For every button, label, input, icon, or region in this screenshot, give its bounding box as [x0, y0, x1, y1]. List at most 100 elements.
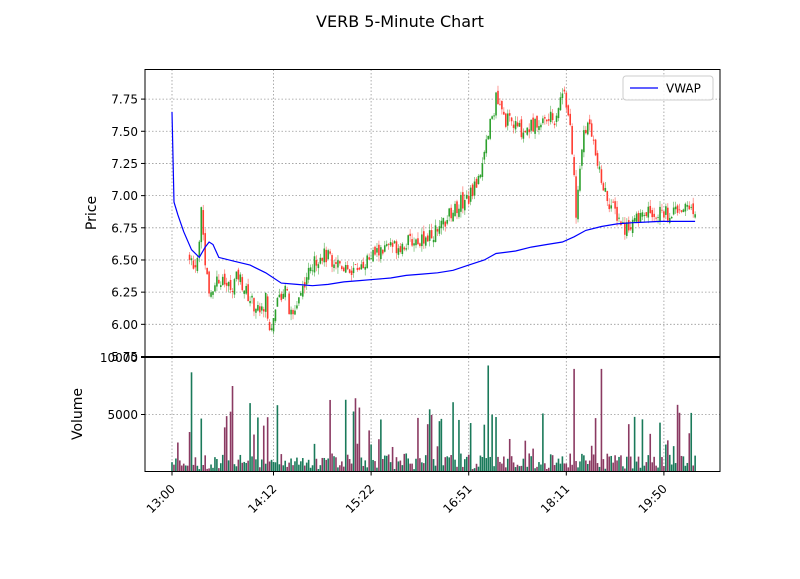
- volume-bar: [231, 386, 234, 472]
- volume-bar: [501, 463, 503, 472]
- volume-bar: [460, 453, 462, 472]
- candle-body: [588, 119, 591, 125]
- candle-body: [259, 306, 261, 313]
- volume-bar: [307, 459, 310, 472]
- volume-bar: [311, 465, 314, 472]
- candle-body: [618, 217, 620, 219]
- volume-bar: [426, 424, 429, 472]
- volume-y-tick-label: 10000: [100, 351, 138, 365]
- volume-bar: [264, 463, 267, 472]
- volume-bar: [403, 453, 406, 472]
- candle-body: [641, 212, 644, 217]
- candle-body: [214, 285, 216, 292]
- volume-bar: [218, 468, 220, 472]
- x-tick-label: 18:11: [538, 482, 572, 516]
- candle-body: [481, 163, 484, 177]
- volume-bar: [444, 457, 447, 472]
- volume-bar: [464, 459, 466, 472]
- volume-bar: [485, 458, 488, 472]
- candle-body: [415, 239, 417, 246]
- candle-body: [417, 238, 419, 245]
- candle-body: [540, 124, 542, 128]
- candle-body: [676, 205, 679, 213]
- volume-y-axis: 5000 10000: [100, 351, 145, 422]
- candle-body: [440, 220, 443, 229]
- volume-bar: [335, 457, 337, 472]
- candle-body: [536, 115, 538, 128]
- volume-bar: [649, 433, 652, 472]
- volume-bar: [624, 468, 626, 472]
- volume-bar: [175, 458, 177, 472]
- volume-bar: [633, 416, 636, 472]
- volume-bar: [428, 409, 431, 472]
- volume-bar: [442, 465, 445, 472]
- candle-body: [682, 209, 685, 213]
- volume-bar: [239, 454, 242, 472]
- volume-bar: [171, 462, 173, 472]
- candle-body: [653, 213, 655, 217]
- candle-body: [436, 229, 439, 232]
- volume-bar: [417, 417, 419, 472]
- candle-body: [512, 124, 515, 128]
- candle-body: [497, 90, 499, 105]
- volume-bar: [635, 461, 638, 472]
- candle-body: [561, 93, 564, 99]
- candle-body: [198, 241, 201, 257]
- volume-bar: [692, 465, 694, 472]
- candle-body: [315, 260, 318, 266]
- volume-bar: [235, 466, 238, 472]
- volume-bar: [577, 467, 579, 472]
- price-y-tick-label: 7.75: [111, 93, 138, 107]
- price-y-tick-label: 6.25: [111, 286, 138, 300]
- volume-bar: [586, 463, 589, 472]
- volume-bar: [682, 456, 685, 472]
- volume-bar: [321, 457, 324, 472]
- volume-bar: [590, 445, 593, 472]
- candle-body: [399, 246, 402, 252]
- volume-bar: [458, 419, 460, 472]
- candle-body: [680, 210, 683, 212]
- volume-bar: [262, 425, 265, 472]
- volume-bar: [612, 462, 614, 472]
- candle-body: [344, 265, 347, 273]
- volume-bar: [680, 455, 683, 472]
- candle-body: [672, 207, 675, 215]
- volume-bar: [647, 455, 650, 472]
- candle-body: [225, 282, 228, 286]
- volume-bar: [423, 463, 425, 472]
- volume-bar: [362, 465, 365, 472]
- candle-body: [585, 129, 587, 134]
- volume-bar: [407, 458, 409, 472]
- price-y-tick-label: 6.75: [111, 221, 138, 235]
- volume-bar: [620, 455, 622, 472]
- vwap-line: [171, 111, 696, 287]
- candle-body: [579, 168, 581, 191]
- candle-body: [311, 270, 314, 272]
- candle-body: [544, 117, 546, 119]
- volume-bar: [575, 461, 577, 472]
- volume-bar: [348, 459, 351, 472]
- candle-body: [362, 261, 365, 269]
- x-tick-label: 16:51: [440, 482, 474, 516]
- volume-bar: [225, 416, 228, 472]
- candle-body: [495, 92, 497, 116]
- candle-body: [506, 113, 509, 126]
- volume-bar: [503, 456, 505, 472]
- legend-vwap-label: VWAP: [666, 82, 701, 96]
- chart-title: VERB 5-Minute Chart: [316, 12, 484, 31]
- volume-bar: [378, 439, 380, 472]
- candle-body: [423, 231, 425, 244]
- candle-body: [274, 309, 277, 322]
- volume-bar: [579, 461, 581, 472]
- candle-body: [260, 306, 263, 311]
- volume-bar: [385, 455, 388, 472]
- candle-body: [300, 292, 302, 296]
- volume-bar: [585, 460, 587, 472]
- candle-body: [430, 230, 433, 239]
- candle-body: [401, 243, 404, 255]
- price-y-tick-label: 7.50: [111, 125, 138, 139]
- candle-body: [442, 217, 445, 225]
- volume-bar: [202, 464, 205, 472]
- volume-bar: [547, 467, 550, 472]
- candle-body: [565, 92, 568, 108]
